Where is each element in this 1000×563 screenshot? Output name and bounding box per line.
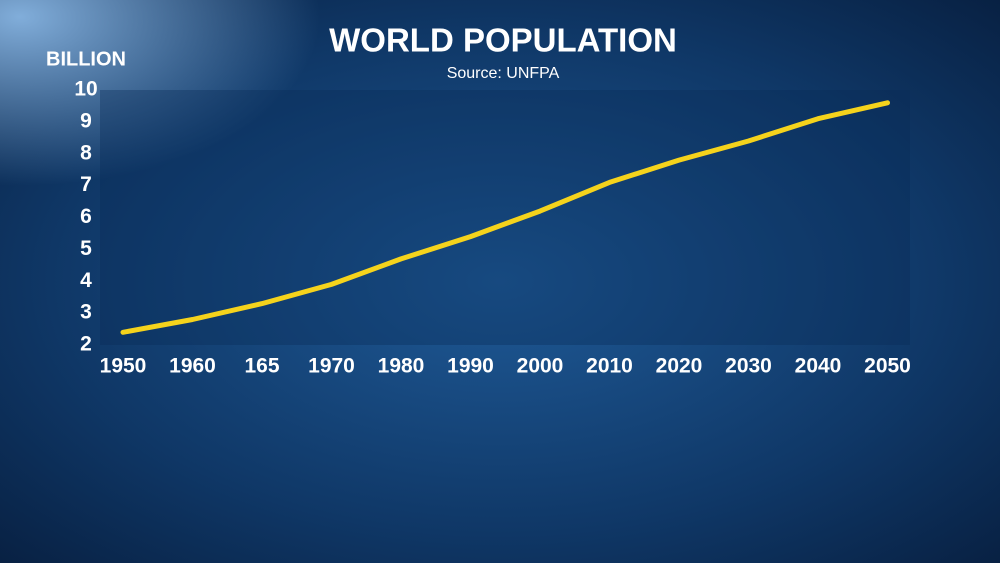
y-tick-label: 2 <box>80 333 92 356</box>
y-tick-label: 6 <box>80 205 92 228</box>
x-tick-label: 1980 <box>378 355 425 378</box>
y-tick-label: 5 <box>80 237 92 260</box>
x-tick-label: 165 <box>244 355 279 378</box>
x-tick-label: 2040 <box>795 355 842 378</box>
x-tick-label: 1960 <box>169 355 216 378</box>
y-tick-label: 3 <box>80 301 92 324</box>
x-tick-label: 2010 <box>586 355 633 378</box>
y-tick-label: 4 <box>80 269 92 292</box>
x-tick-label: 2020 <box>656 355 703 378</box>
data-line <box>120 100 890 335</box>
chart-title: WORLD POPULATION <box>329 22 677 59</box>
x-tick-label: 1950 <box>100 355 147 378</box>
chart-subtitle: Source: UNFPA <box>447 65 560 82</box>
x-tick-label: 2000 <box>517 355 564 378</box>
x-tick-label: 2050 <box>864 355 911 378</box>
x-tick-label: 1970 <box>308 355 355 378</box>
y-axis-label: BILLION <box>46 48 126 70</box>
x-tick-label: 2030 <box>725 355 772 378</box>
y-tick-label: 8 <box>80 141 92 164</box>
x-tick-label: 1990 <box>447 355 494 378</box>
y-tick-label: 7 <box>80 173 92 196</box>
y-tick-label: 9 <box>80 109 92 132</box>
y-tick-label: 10 <box>74 78 97 101</box>
